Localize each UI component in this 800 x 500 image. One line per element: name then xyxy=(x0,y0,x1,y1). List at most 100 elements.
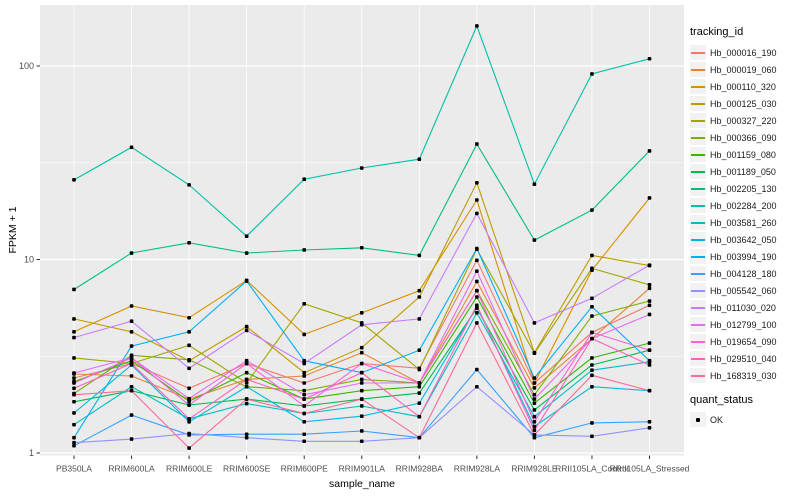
legend-entry-Hb_003994_190: Hb_003994_190 xyxy=(690,248,798,265)
data-point xyxy=(244,234,249,238)
data-point xyxy=(647,348,652,352)
data-point xyxy=(187,343,191,348)
legend-entry-label: Hb_012799_100 xyxy=(710,319,777,330)
data-point xyxy=(129,358,134,363)
legend-line-swatch xyxy=(690,164,706,179)
y-tick-label: 100 xyxy=(19,61,34,71)
data-point xyxy=(532,392,537,397)
data-point xyxy=(475,246,479,251)
legend-entry-label: Hb_000366_090 xyxy=(710,132,777,143)
data-point xyxy=(590,373,594,378)
data-point xyxy=(359,381,364,385)
data-point xyxy=(532,321,537,325)
data-point xyxy=(129,356,134,360)
legend-line-swatch xyxy=(690,317,706,332)
data-point xyxy=(475,288,479,293)
data-point xyxy=(590,368,594,372)
data-point xyxy=(187,419,191,424)
data-point xyxy=(590,384,594,389)
data-point xyxy=(72,443,76,448)
data-point xyxy=(244,384,249,389)
data-point xyxy=(187,386,191,391)
legend-entry-label: Hb_000125_030 xyxy=(710,98,777,109)
data-point xyxy=(72,411,76,415)
data-point xyxy=(647,299,652,303)
legend-entry-label: Hb_011030_020 xyxy=(710,302,776,313)
data-point xyxy=(129,413,134,417)
data-point xyxy=(72,287,76,292)
data-point xyxy=(417,414,422,419)
data-point xyxy=(129,437,134,441)
data-point xyxy=(244,324,249,329)
data-point xyxy=(532,414,537,419)
data-point xyxy=(302,248,306,252)
data-point xyxy=(590,356,594,360)
legend-entry-Hb_168319_030: Hb_168319_030 xyxy=(690,367,798,384)
data-point xyxy=(475,24,479,28)
legend-line-swatch xyxy=(690,368,706,383)
legend-line-swatch xyxy=(690,198,706,213)
data-point xyxy=(302,419,306,424)
legend-entry-Hb_003581_260: Hb_003581_260 xyxy=(690,214,798,231)
data-point xyxy=(417,157,422,161)
legend-entry-Hb_000125_030: Hb_000125_030 xyxy=(690,95,798,112)
data-point xyxy=(302,397,306,401)
data-point xyxy=(359,370,364,375)
data-point xyxy=(302,392,306,397)
data-point xyxy=(647,149,652,153)
legend-entry-Hb_001159_080: Hb_001159_080 xyxy=(690,146,798,163)
legend-entry-label: OK xyxy=(710,414,724,425)
data-point xyxy=(647,312,652,317)
legend-entry-label: Hb_168319_030 xyxy=(710,370,777,381)
legend-line-swatch xyxy=(690,351,706,366)
data-point xyxy=(417,381,422,385)
data-point xyxy=(647,303,652,308)
data-point xyxy=(129,388,134,393)
data-point xyxy=(532,386,537,390)
data-point xyxy=(475,295,479,299)
legend-line-swatch xyxy=(690,147,706,162)
legend-line-swatch xyxy=(690,232,706,247)
data-point xyxy=(590,421,594,425)
legend-entry-label: Hb_000327_220 xyxy=(710,115,777,126)
data-point xyxy=(244,279,249,283)
data-point xyxy=(72,381,76,385)
data-point xyxy=(590,330,594,335)
data-point xyxy=(532,408,537,412)
data-point xyxy=(302,404,306,408)
legend-entry-label: Hb_019654_090 xyxy=(710,336,777,347)
data-point xyxy=(359,361,364,366)
legend-title-quant-status: quant_status xyxy=(690,394,753,406)
legend-entry-label: Hb_001159_080 xyxy=(710,149,776,160)
data-point xyxy=(475,181,479,185)
legend-line-swatch xyxy=(690,266,706,281)
data-point xyxy=(532,401,537,405)
legend-line-swatch xyxy=(690,249,706,264)
data-point xyxy=(359,245,364,250)
data-point xyxy=(475,303,479,308)
data-point xyxy=(590,336,594,341)
legend-line-swatch xyxy=(690,130,706,145)
data-point xyxy=(417,288,422,293)
y-tick-label: 1 xyxy=(29,448,34,458)
data-point xyxy=(532,376,537,380)
data-point xyxy=(72,356,76,360)
legend-entry-label: Hb_002205_130 xyxy=(710,183,777,194)
data-point xyxy=(590,208,594,212)
data-point xyxy=(359,429,364,433)
data-point xyxy=(244,377,249,382)
data-point xyxy=(647,196,652,200)
data-point xyxy=(187,315,191,320)
data-point xyxy=(72,399,76,404)
data-point xyxy=(129,384,134,389)
data-point xyxy=(244,432,249,437)
data-point xyxy=(475,198,479,202)
data-point xyxy=(187,366,191,371)
data-point xyxy=(302,374,306,378)
data-point xyxy=(302,388,306,393)
data-point xyxy=(359,404,364,408)
data-point xyxy=(532,435,537,440)
data-point xyxy=(129,374,134,378)
data-point xyxy=(417,435,422,440)
